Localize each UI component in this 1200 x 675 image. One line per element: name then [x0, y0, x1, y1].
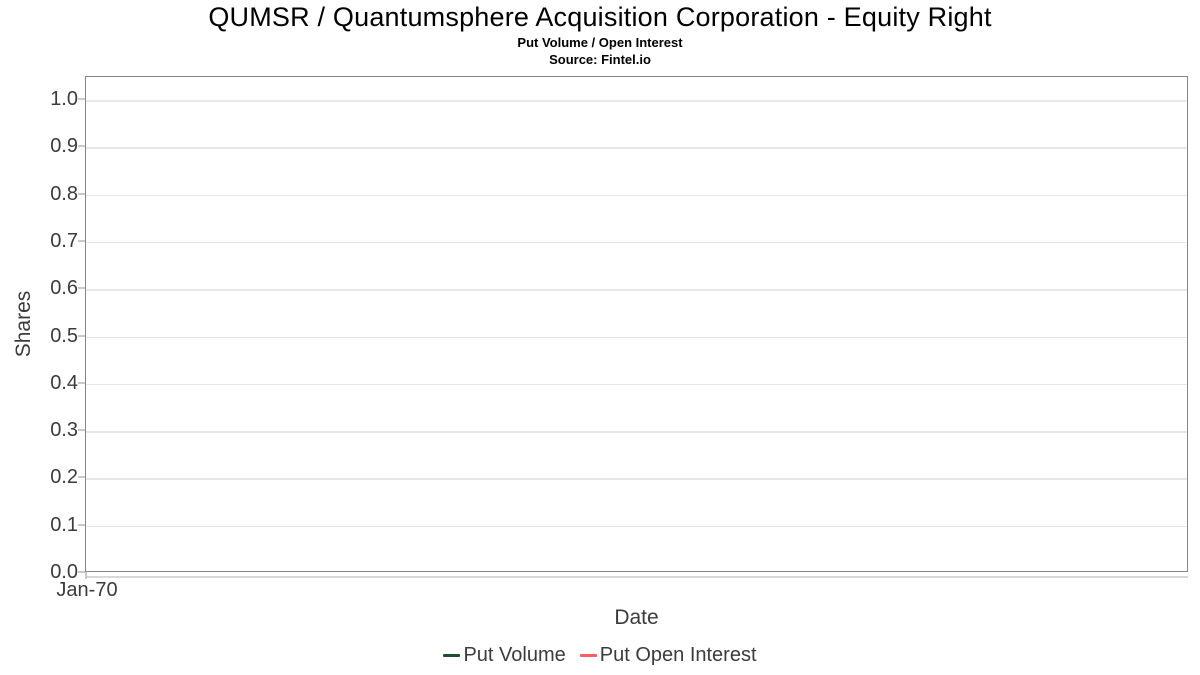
y-tick-label: 1.0 [50, 88, 78, 110]
y-tick-label: 0.4 [50, 371, 78, 394]
y-tick-label: 0.8 [50, 182, 78, 205]
y-tick-label: 0.9 [50, 135, 78, 158]
y-gridline [86, 336, 1187, 338]
y-tick-label: 0.1 [50, 513, 78, 536]
x-axis-title: Date [614, 606, 659, 629]
legend-label: Put Open Interest [599, 644, 757, 666]
y-tick-mark [78, 429, 85, 432]
x-tick-label: Jan-70 [56, 579, 118, 601]
y-tick-mark [78, 523, 85, 526]
y-tick-mark [78, 145, 85, 148]
legend-item-put-open-interest[interactable]: Put Open Interest [579, 644, 757, 667]
y-tick-mark [78, 239, 85, 242]
y-tick-label: 0.2 [50, 466, 78, 489]
y-tick-mark [78, 192, 85, 195]
y-tick-label: 0.7 [50, 229, 78, 252]
y-tick-label: 0.3 [50, 419, 78, 442]
legend-label: Put Volume [463, 644, 566, 666]
y-gridline [86, 241, 1187, 244]
y-tick-mark [78, 334, 85, 337]
y-gridline [86, 383, 1187, 386]
y-tick-mark [78, 98, 85, 100]
put-volume-line-marker [443, 654, 461, 657]
x-tick-mark [85, 572, 87, 579]
chart-subtitle: Put Volume / Open Interest [517, 35, 683, 50]
chart-title: QUMSR / Quantumsphere Acquisition Corpor… [208, 2, 992, 32]
y-gridline [86, 431, 1187, 433]
y-gridline [86, 478, 1187, 480]
y-gridline [86, 100, 1187, 102]
y-tick-mark [78, 287, 85, 290]
y-gridline [86, 194, 1187, 197]
y-tick-mark [78, 476, 85, 479]
x-axis-line [85, 576, 1188, 578]
y-tick-mark [78, 571, 85, 573]
y-tick-label: 0.0 [50, 561, 78, 583]
put-open-interest-line-marker [579, 654, 597, 657]
y-tick-mark [78, 381, 85, 384]
y-gridline [86, 289, 1187, 291]
chart-source: Source: Fintel.io [549, 52, 651, 67]
y-tick-label: 0.5 [50, 324, 78, 347]
y-gridline [86, 147, 1187, 149]
y-gridline [86, 525, 1187, 528]
plot-area [85, 76, 1188, 572]
legend-item-put-volume[interactable]: Put Volume [443, 644, 566, 667]
y-tick-label: 0.6 [50, 277, 78, 300]
legend: Put Volume Put Open Interest [0, 644, 1200, 667]
